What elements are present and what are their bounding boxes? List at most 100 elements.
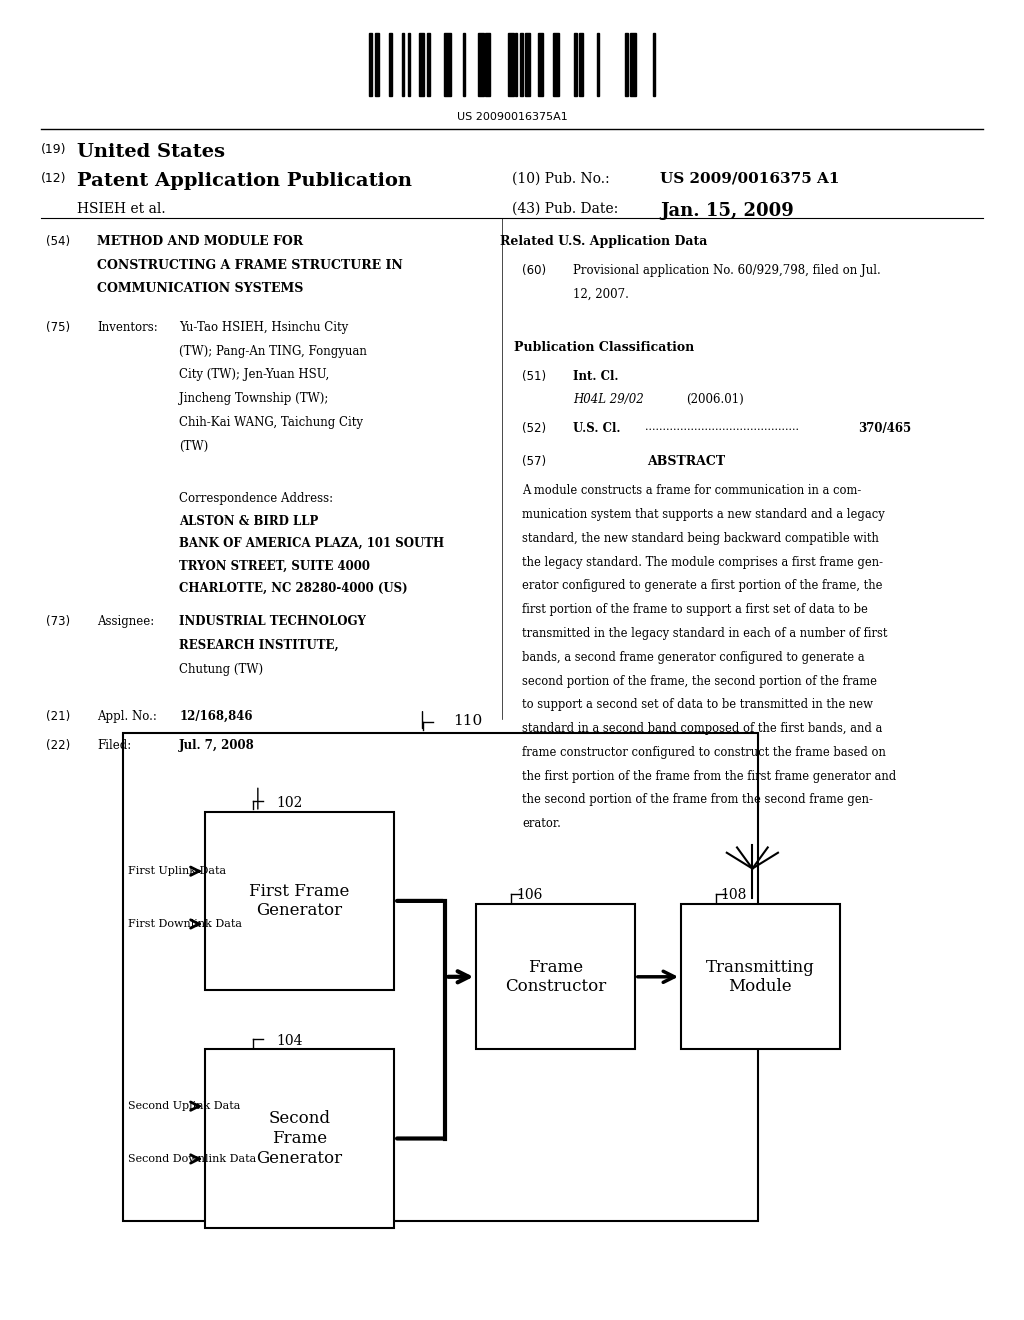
Text: standard, the new standard being backward compatible with: standard, the new standard being backwar… [522,532,880,545]
Text: Yu-Tao HSIEH, Hsinchu City: Yu-Tao HSIEH, Hsinchu City [179,321,348,334]
Text: Jincheng Township (TW);: Jincheng Township (TW); [179,392,329,405]
Bar [375,33,379,96]
Text: erator.: erator. [522,817,561,830]
Text: US 20090016375A1: US 20090016375A1 [457,112,567,123]
Bar [476,904,635,1049]
Text: Appl. No.:: Appl. No.: [97,710,157,723]
Bar [525,33,530,96]
Text: first portion of the frame to support a first set of data to be: first portion of the frame to support a … [522,603,868,616]
Text: 12, 2007.: 12, 2007. [573,288,630,301]
Text: METHOD AND MODULE FOR: METHOD AND MODULE FOR [97,235,303,248]
Bar [463,33,465,96]
Text: Jan. 15, 2009: Jan. 15, 2009 [660,202,795,220]
Text: Filed:: Filed: [97,739,131,752]
Text: ............................................: ........................................… [645,422,799,433]
Bar [653,33,655,96]
Bar [515,33,517,96]
Bar [123,733,758,1221]
Bar [402,33,404,96]
Text: INDUSTRIAL TECHNOLOGY: INDUSTRIAL TECHNOLOGY [179,615,366,628]
Text: (2006.01): (2006.01) [686,393,743,407]
Text: transmitted in the legacy standard in each of a number of first: transmitted in the legacy standard in ea… [522,627,888,640]
Text: CONSTRUCTING A FRAME STRUCTURE IN: CONSTRUCTING A FRAME STRUCTURE IN [97,259,403,272]
Bar [205,1049,394,1228]
Text: 106: 106 [516,888,543,903]
Text: bands, a second frame generator configured to generate a: bands, a second frame generator configur… [522,651,865,664]
Bar [538,33,543,96]
Text: Chih-Kai WANG, Taichung City: Chih-Kai WANG, Taichung City [179,416,364,429]
Text: First Frame
Generator: First Frame Generator [249,883,350,919]
Text: 370/465: 370/465 [858,422,911,436]
Text: second portion of the frame, the second portion of the frame: second portion of the frame, the second … [522,675,878,688]
Text: First Uplink Data: First Uplink Data [128,866,226,876]
Text: City (TW); Jen-Yuan HSU,: City (TW); Jen-Yuan HSU, [179,368,330,381]
Text: (21): (21) [46,710,71,723]
Bar [205,812,394,990]
Text: COMMUNICATION SYSTEMS: COMMUNICATION SYSTEMS [97,282,304,296]
Text: Second Downlink Data: Second Downlink Data [128,1154,256,1164]
Bar [389,33,392,96]
Text: U.S. Cl.: U.S. Cl. [573,422,621,436]
Text: (TW): (TW) [179,440,209,453]
Text: TRYON STREET, SUITE 4000: TRYON STREET, SUITE 4000 [179,560,371,573]
Text: Second Uplink Data: Second Uplink Data [128,1101,241,1111]
Text: Jul. 7, 2008: Jul. 7, 2008 [179,739,255,752]
Text: (60): (60) [522,264,547,277]
Text: Provisional application No. 60/929,798, filed on Jul.: Provisional application No. 60/929,798, … [573,264,882,277]
Bar [681,904,840,1049]
Text: (75): (75) [46,321,71,334]
Text: BANK OF AMERICA PLAZA, 101 SOUTH: BANK OF AMERICA PLAZA, 101 SOUTH [179,537,444,550]
Text: ALSTON & BIRD LLP: ALSTON & BIRD LLP [179,515,318,528]
Text: 12/168,846: 12/168,846 [179,710,253,723]
Text: 108: 108 [721,888,748,903]
Text: United States: United States [77,143,225,161]
Text: Patent Application Publication: Patent Application Publication [77,172,412,190]
Text: Second
Frame
Generator: Second Frame Generator [256,1110,343,1167]
Text: CHARLOTTE, NC 28280-4000 (US): CHARLOTTE, NC 28280-4000 (US) [179,582,408,595]
Text: the legacy standard. The module comprises a first frame gen-: the legacy standard. The module comprise… [522,556,884,569]
Text: Transmitting
Module: Transmitting Module [706,958,815,995]
Text: (43) Pub. Date:: (43) Pub. Date: [512,202,618,216]
Text: 110: 110 [453,714,482,729]
Text: 102: 102 [276,796,303,810]
Bar [630,33,636,96]
Text: the first portion of the frame from the first frame generator and: the first portion of the frame from the … [522,770,896,783]
Text: (TW); Pang-An TING, Fongyuan: (TW); Pang-An TING, Fongyuan [179,345,367,358]
Text: Publication Classification: Publication Classification [514,341,694,354]
Bar [369,33,372,96]
Bar [419,33,424,96]
Text: A module constructs a frame for communication in a com-: A module constructs a frame for communic… [522,484,861,498]
Bar [408,33,410,96]
Bar [597,33,599,96]
Text: 104: 104 [276,1034,303,1048]
Text: (73): (73) [46,615,71,628]
Text: HSIEH et al.: HSIEH et al. [77,202,166,216]
Text: Assignee:: Assignee: [97,615,155,628]
Bar [625,33,628,96]
Text: (57): (57) [522,455,547,469]
Bar [553,33,559,96]
Text: ABSTRACT: ABSTRACT [647,455,725,469]
Text: Inventors:: Inventors: [97,321,158,334]
Text: (51): (51) [522,370,547,383]
Text: Frame
Constructor: Frame Constructor [505,958,606,995]
Text: (52): (52) [522,422,547,436]
Text: Correspondence Address:: Correspondence Address: [179,492,334,506]
Text: Int. Cl.: Int. Cl. [573,370,618,383]
Bar [508,33,514,96]
Text: munication system that supports a new standard and a legacy: munication system that supports a new st… [522,508,885,521]
Text: First Downlink Data: First Downlink Data [128,919,242,929]
Text: Chutung (TW): Chutung (TW) [179,663,263,676]
Text: the second portion of the frame from the second frame gen-: the second portion of the frame from the… [522,793,873,807]
Bar [485,33,490,96]
Bar [574,33,577,96]
Text: Related U.S. Application Data: Related U.S. Application Data [501,235,708,248]
Bar [427,33,430,96]
Text: standard in a second band composed of the first bands, and a: standard in a second band composed of th… [522,722,883,735]
Bar [444,33,451,96]
Bar [579,33,583,96]
Text: RESEARCH INSTITUTE,: RESEARCH INSTITUTE, [179,639,339,652]
Text: (19): (19) [41,143,67,156]
Text: to support a second set of data to be transmitted in the new: to support a second set of data to be tr… [522,698,873,711]
Text: (10) Pub. No.:: (10) Pub. No.: [512,172,609,186]
